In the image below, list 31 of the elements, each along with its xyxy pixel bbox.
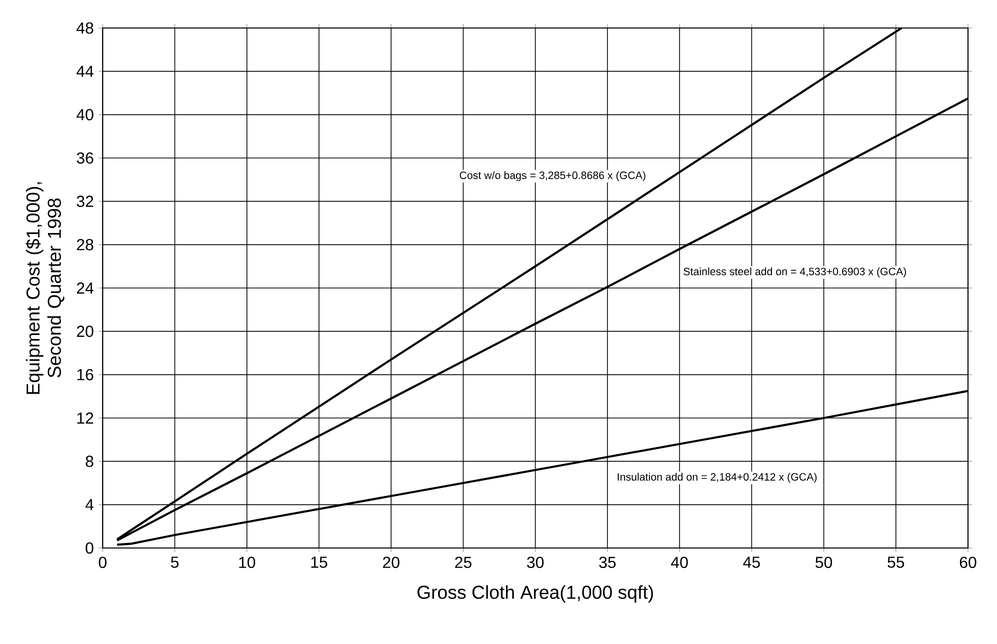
y-tick-label: 40 <box>76 109 94 120</box>
annotation: Cost w/o bags = 3,285+0.8686 x (GCA) <box>460 171 646 182</box>
y-tick-label: 16 <box>77 369 94 380</box>
y-tick-label: 32 <box>76 196 94 207</box>
x-tick-label: 45 <box>743 556 760 568</box>
y-tick-label: 12 <box>77 412 94 424</box>
annotation: Stainless steel add on = 4,533+0.6903 x (GCA) <box>684 267 906 278</box>
x-tick-label: 60 <box>960 556 976 568</box>
x-tick-label: 20 <box>383 556 400 568</box>
y-tick-label: 20 <box>76 326 94 337</box>
y-tick-label: 48 <box>76 22 94 34</box>
y-tick-label: 24 <box>76 282 94 294</box>
x-tick-label: 35 <box>599 556 616 568</box>
y-tick-label: 36 <box>76 152 94 164</box>
x-tick-label: 5 <box>170 556 179 568</box>
x-axis-title: Gross Cloth Area(1,000 sqft) <box>417 585 653 603</box>
annotation: Insulation add on = 2,184+0.2412 x (GCA) <box>618 472 817 483</box>
y-tick-label: 4 <box>85 499 94 510</box>
y-tick-label: 28 <box>76 239 94 250</box>
x-tick-label: 25 <box>455 556 472 568</box>
x-tick-label: 10 <box>239 556 256 568</box>
y-axis-title: Equipment Cost ($1,000), Second Quarter 1998 <box>26 182 64 394</box>
y-tick-label: 8 <box>86 456 94 467</box>
x-tick-label: 30 <box>527 556 544 568</box>
x-tick-label: 50 <box>816 556 832 568</box>
x-tick-label: 15 <box>311 556 328 568</box>
x-tick-label: 0 <box>98 556 106 568</box>
y-tick-label: 0 <box>86 542 94 554</box>
y-tick-label: 44 <box>76 66 94 77</box>
x-tick-label: 55 <box>888 556 904 568</box>
x-tick-label: 40 <box>671 556 688 568</box>
